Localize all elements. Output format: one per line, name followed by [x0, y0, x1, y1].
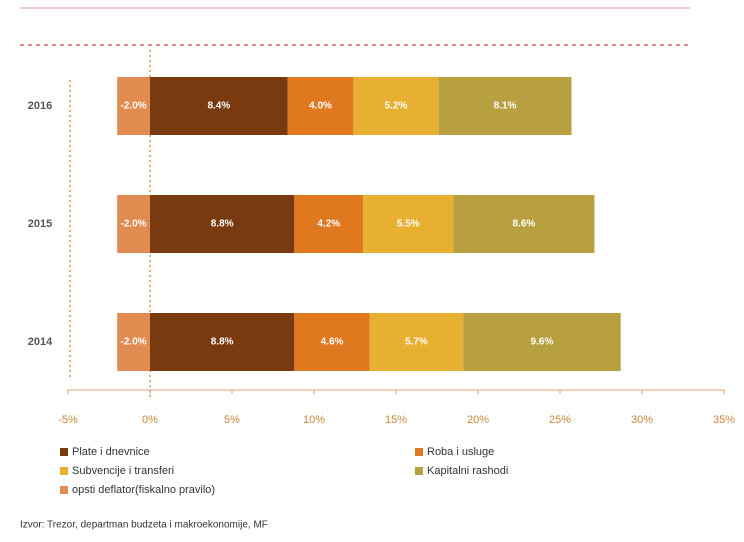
- bar-segment: [117, 77, 150, 135]
- x-tick-label: 5%: [224, 414, 240, 426]
- legend-label: Plate i dnevnice: [72, 446, 150, 458]
- bar-segment: [353, 77, 439, 135]
- legend-swatch: [60, 448, 68, 456]
- source: Izvor: Trezor, departman budzeta i makro…: [20, 520, 268, 531]
- x-tick-label: 25%: [549, 414, 571, 426]
- value-label: 9.6%: [531, 337, 554, 348]
- category-label: 2015: [28, 218, 52, 230]
- bar-segment: [294, 313, 370, 371]
- value-label: 8.8%: [211, 337, 234, 348]
- value-label: 4.2%: [317, 219, 340, 230]
- x-tick-label: 0%: [142, 414, 158, 426]
- bar-segment: [463, 313, 621, 371]
- value-label: 4.6%: [321, 337, 344, 348]
- category-label: 2014: [28, 336, 53, 348]
- x-tick-label: 30%: [631, 414, 653, 426]
- value-label: 8.1%: [494, 101, 517, 112]
- value-label: 5.7%: [405, 337, 428, 348]
- value-label: 8.6%: [513, 219, 536, 230]
- bar-segment: [294, 195, 364, 253]
- value-label: -2.0%: [121, 219, 147, 230]
- value-label: 5.2%: [385, 101, 408, 112]
- category-label: 2016: [28, 100, 52, 112]
- x-tick-label: 20%: [467, 414, 489, 426]
- x-tick-label: -5%: [58, 414, 78, 426]
- value-label: 5.5%: [397, 219, 420, 230]
- value-label: -2.0%: [121, 101, 147, 112]
- x-tick-label: 35%: [713, 414, 735, 426]
- value-label: -2.0%: [121, 337, 147, 348]
- legend-label: Kapitalni rashodi: [427, 465, 508, 477]
- bar-segment: [438, 77, 572, 135]
- bar-segment: [453, 195, 595, 253]
- bar-segment: [150, 195, 295, 253]
- bar-segment: [363, 195, 454, 253]
- legend-swatch: [60, 467, 68, 475]
- legend-label: Roba i usluge: [427, 446, 494, 458]
- value-label: 4.0%: [309, 101, 332, 112]
- x-tick-label: 10%: [303, 414, 325, 426]
- bar-segment: [150, 77, 288, 135]
- bar-segment: [117, 313, 150, 371]
- legend-swatch: [60, 486, 68, 494]
- legend-label: Subvencije i transferi: [72, 465, 174, 477]
- legend-swatch: [415, 467, 423, 475]
- value-label: 8.4%: [207, 101, 230, 112]
- value-label: 8.8%: [211, 219, 234, 230]
- legend-swatch: [415, 448, 423, 456]
- bar-segment: [369, 313, 464, 371]
- legend-label: opsti deflator(fiskalno pravilo): [72, 484, 215, 496]
- x-tick-label: 15%: [385, 414, 407, 426]
- bar-segment: [287, 77, 354, 135]
- bar-segment: [117, 195, 150, 253]
- bar-segment: [150, 313, 295, 371]
